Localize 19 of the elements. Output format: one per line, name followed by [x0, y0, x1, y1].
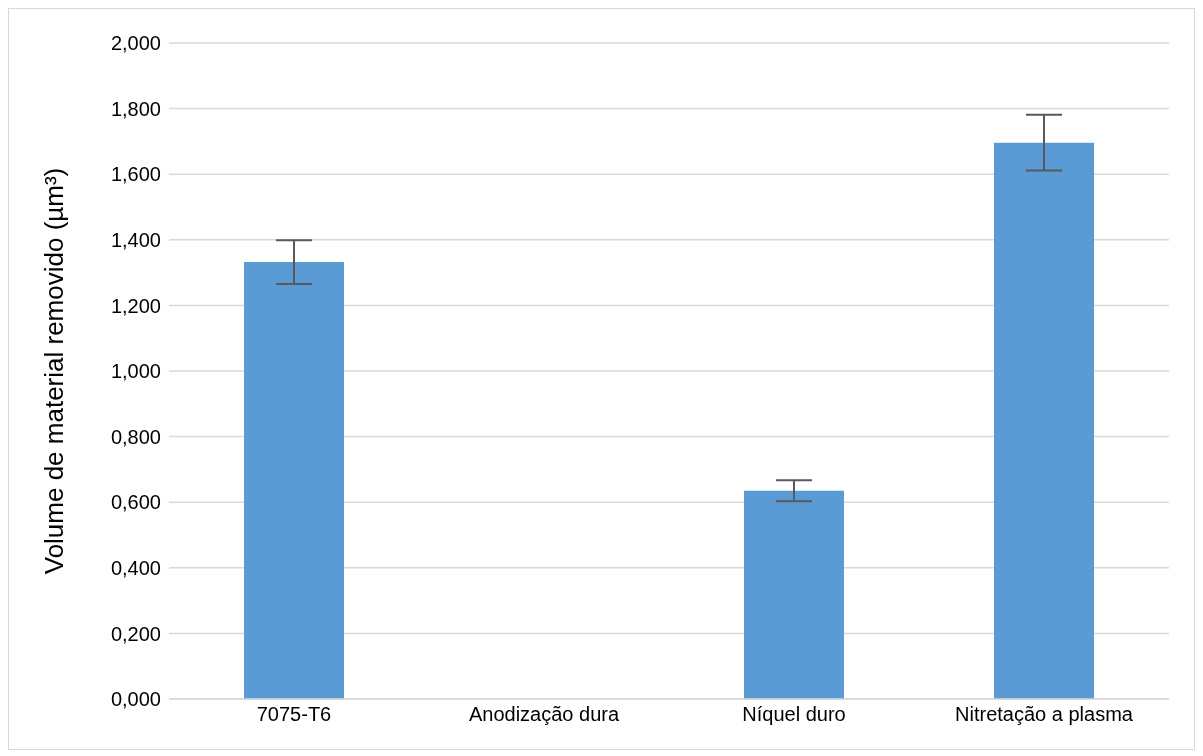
y-tick-label: 1,400 — [110, 228, 161, 251]
x-tick-label: Nitretação a plasma — [955, 703, 1134, 726]
bar — [244, 262, 344, 699]
y-tick-label: 1,600 — [110, 163, 161, 186]
bar — [994, 142, 1094, 699]
y-tick-label: 2,000 — [110, 32, 161, 55]
x-tick-label: Anodização dura — [468, 703, 620, 726]
y-tick-label: 1,000 — [110, 360, 161, 383]
y-tick-label: 0,200 — [110, 622, 161, 645]
bar — [744, 490, 844, 699]
y-tick-label: 0,000 — [110, 688, 161, 711]
y-tick-label: 0,400 — [110, 556, 161, 579]
y-axis-title: Volume de material removido (µm³) — [39, 167, 70, 575]
y-tick-label: 0,800 — [110, 425, 161, 448]
x-tick-label: 7075-T6 — [256, 703, 332, 726]
x-tick-label: Níquel duro — [742, 703, 846, 726]
y-tick-label: 1,200 — [110, 294, 161, 317]
y-tick-label: 1,800 — [110, 97, 161, 120]
y-tick-label: 0,600 — [110, 491, 161, 514]
